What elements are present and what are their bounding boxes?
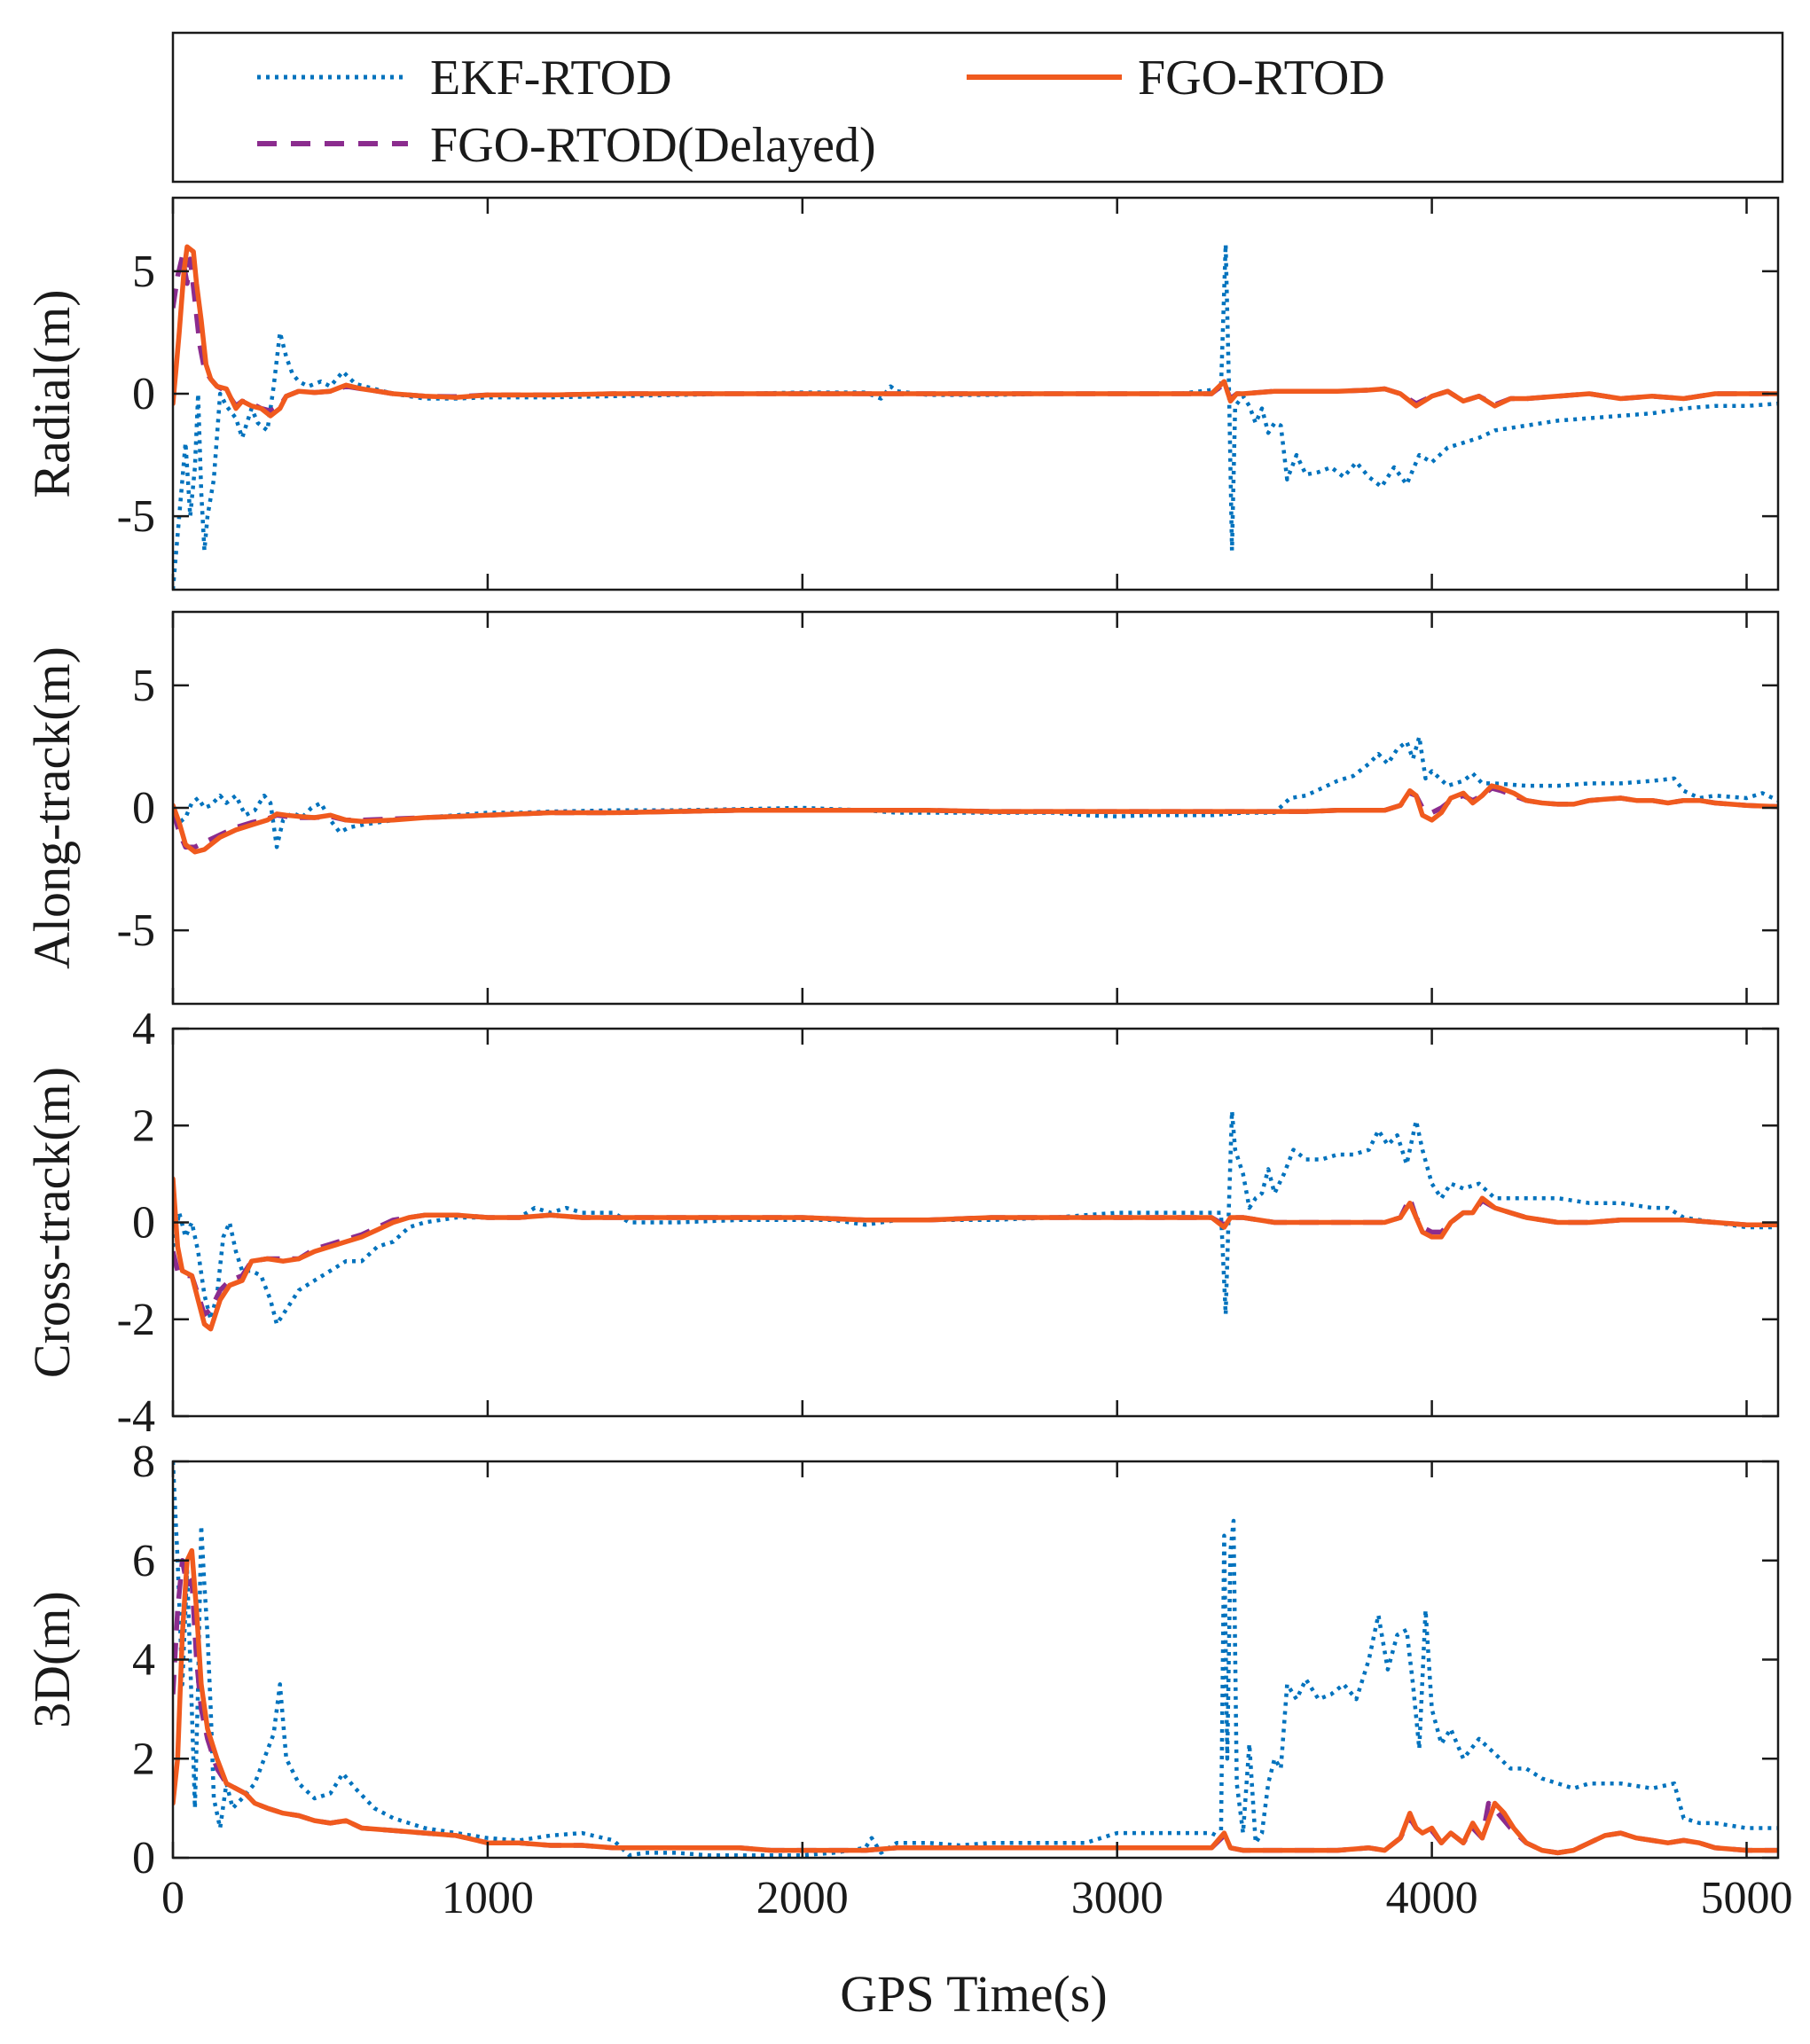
y-axis-title-cross: Cross-track(m) [23, 1067, 81, 1378]
y-tick-label-threed: 2 [132, 1734, 155, 1784]
y-tick-label-along: 5 [132, 661, 155, 711]
series-group-along [173, 734, 1778, 855]
x-tick-label: 2000 [756, 1873, 849, 1923]
y-tick-label-radial: 0 [132, 369, 155, 419]
y-axis-title-threed: 3D(m) [23, 1591, 81, 1728]
y-tick-label-radial: -5 [117, 491, 155, 542]
y-axis-title-along: Along-track(m) [23, 646, 81, 969]
x-tick-label: 3000 [1071, 1873, 1164, 1923]
legend-label-fgo-delayed: FGO-RTOD(Delayed) [430, 118, 876, 173]
y-tick-label-threed: 4 [132, 1635, 155, 1686]
y-tick-label-cross: -4 [117, 1391, 155, 1442]
legend-label-ekf: EKF-RTOD [430, 51, 672, 106]
y-tick-label-cross: 2 [132, 1100, 155, 1151]
y-tick-label-threed: 8 [132, 1437, 155, 1487]
series-line-fgo-threed [173, 1547, 1778, 1856]
panel-radial: -5 0 5 Radial(m) [23, 196, 1780, 591]
series-line-ekf-threed [173, 1461, 1778, 1858]
y-tick-label-threed: 0 [132, 1833, 155, 1883]
series-group-radial [173, 242, 1778, 590]
series-line-fgo-along [173, 783, 1778, 855]
legend-label-fgo: FGO-RTOD [1138, 51, 1385, 106]
panels: -5 0 5 Radial(m) -5 0 5 Along-track(m) -4 -2 0 2 4 Cr… [23, 196, 1793, 1923]
y-tick-label-cross: 0 [132, 1198, 155, 1249]
y-tick-label-along: -5 [117, 905, 155, 956]
y-axis-title-radial: Radial(m) [23, 289, 81, 497]
panel-along: -5 0 5 Along-track(m) [23, 610, 1780, 1006]
panel-threed: 0 2 4 6 8 3D(m) 0 1000 2000 3000 4000 5000 [23, 1437, 1793, 1923]
x-tick-label: 5000 [1701, 1873, 1793, 1923]
y-tick-label-along: 0 [132, 783, 155, 834]
x-axis-title: GPS Time(s) [840, 1965, 1107, 2023]
series-group-cross [173, 1108, 1778, 1332]
x-tick-label: 0 [161, 1873, 184, 1923]
y-tick-label-radial: 5 [132, 247, 155, 297]
series-line-fgo-radial [173, 244, 1778, 419]
y-tick-label-cross: -2 [117, 1295, 155, 1345]
y-tick-label-cross: 4 [132, 1004, 155, 1054]
legend: EKF-RTOD FGO-RTOD FGO-RTOD(Delayed) [171, 31, 1784, 184]
x-tick-label: 1000 [442, 1873, 534, 1923]
x-tick-label: 4000 [1386, 1873, 1478, 1923]
y-tick-label-threed: 6 [132, 1536, 155, 1586]
series-group-threed [173, 1461, 1778, 1858]
panel-cross: -4 -2 0 2 4 Cross-track(m) [23, 1004, 1780, 1442]
series-line-fgo-cross [173, 1176, 1778, 1332]
legend-frame [171, 31, 1784, 184]
